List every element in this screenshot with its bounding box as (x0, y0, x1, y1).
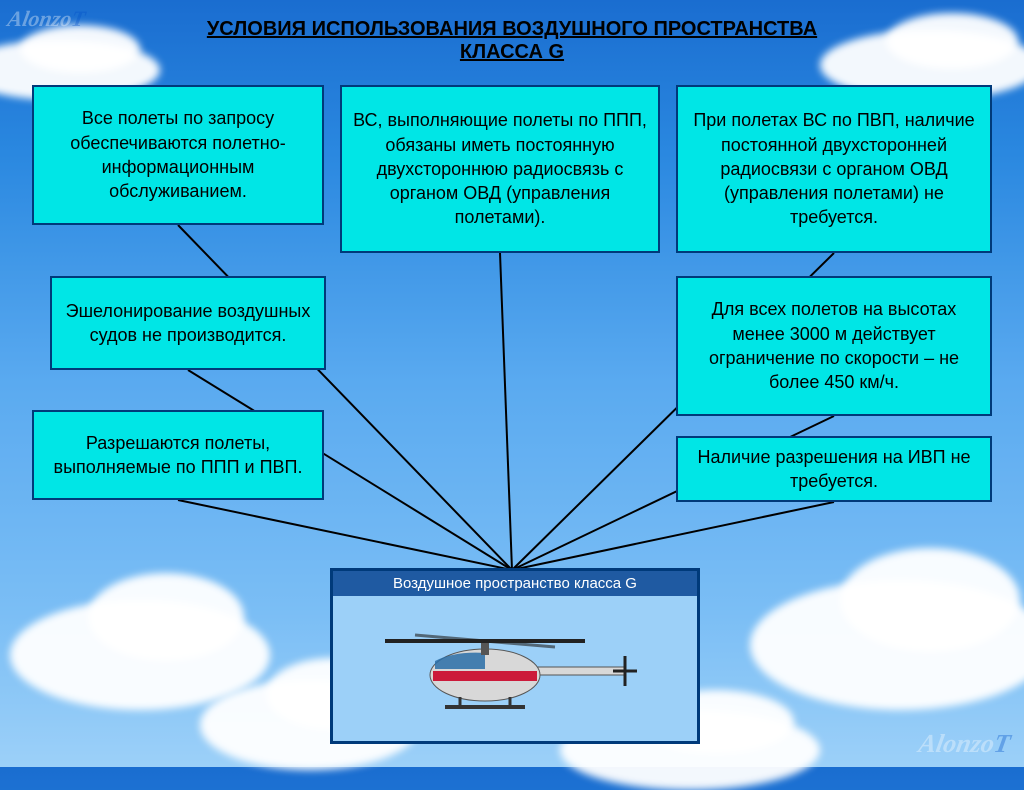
condition-text-1: Все полеты по запросу обеспечиваются пол… (44, 106, 312, 203)
condition-box-2: ВС, выполняющие полеты по ППП, обязаны и… (340, 85, 660, 253)
condition-text-6: Разрешаются полеты, выполняемые по ППП и… (44, 431, 312, 480)
condition-box-4: Эшелонирование воздушных судов не произв… (50, 276, 326, 370)
airspace-class-g-label: Воздушное пространство класса G (333, 571, 697, 596)
condition-box-1: Все полеты по запросу обеспечиваются пол… (32, 85, 324, 225)
condition-text-3: При полетах ВС по ПВП, наличие постоянно… (688, 108, 980, 229)
condition-text-5: Для всех полетов на высотах менее 3000 м… (688, 297, 980, 394)
title-line-2: КЛАССА G (460, 41, 564, 64)
condition-text-7: Наличие разрешения на ИВП не требуется. (688, 445, 980, 494)
title-line-1: УСЛОВИЯ ИСПОЛЬЗОВАНИЯ ВОЗДУШНОГО ПРОСТРА… (207, 18, 817, 41)
condition-text-4: Эшелонирование воздушных судов не произв… (62, 299, 314, 348)
condition-text-2: ВС, выполняющие полеты по ППП, обязаны и… (352, 108, 648, 229)
condition-box-5: Для всех полетов на высотах менее 3000 м… (676, 276, 992, 416)
watermark-top-left: AlonzoT (6, 6, 88, 32)
slide-title: УСЛОВИЯ ИСПОЛЬЗОВАНИЯ ВОЗДУШНОГО ПРОСТРА… (0, 0, 1024, 64)
watermark-bottom-right: AlonzoT (916, 729, 1012, 759)
condition-box-6: Разрешаются полеты, выполняемые по ППП и… (32, 410, 324, 500)
helicopter-icon (375, 611, 655, 731)
slide-content: УСЛОВИЯ ИСПОЛЬЗОВАНИЯ ВОЗДУШНОГО ПРОСТРА… (0, 0, 1024, 767)
airspace-class-g-box: Воздушное пространство класса G (330, 568, 700, 744)
condition-box-3: При полетах ВС по ПВП, наличие постоянно… (676, 85, 992, 253)
condition-box-7: Наличие разрешения на ИВП не требуется. (676, 436, 992, 502)
